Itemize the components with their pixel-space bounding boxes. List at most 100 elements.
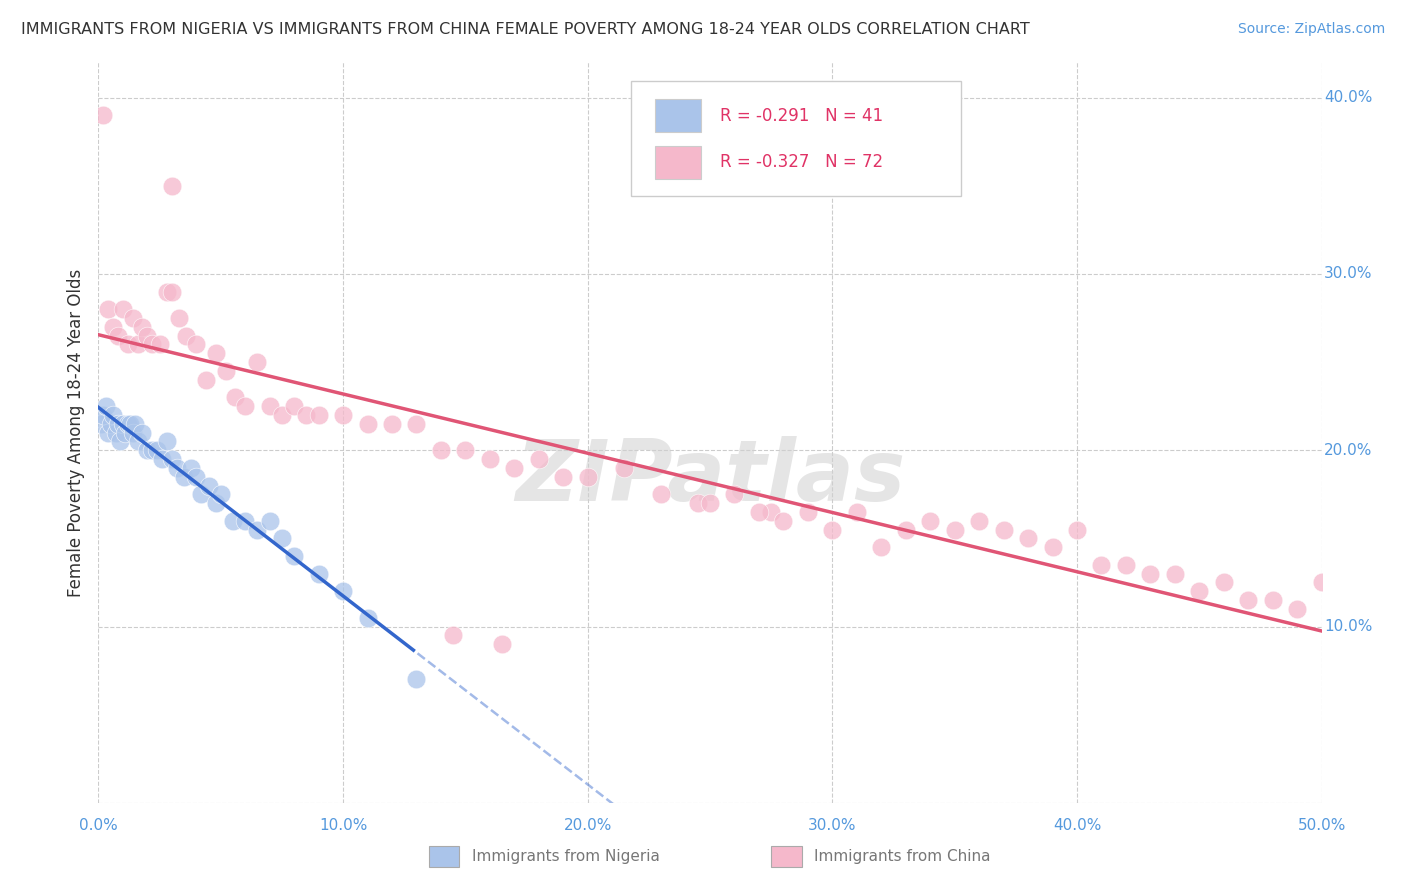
Point [190,487,212,501]
Bar [429,847,460,867]
Point [441,628,464,642]
Point [160,452,183,467]
Point [131,425,153,440]
Point [527,452,550,467]
Point [270,532,294,546]
Text: R = -0.327   N = 72: R = -0.327 N = 72 [720,153,883,171]
Point [120,417,142,431]
Point [124,417,146,431]
Point [94,399,117,413]
Text: 10.0%: 10.0% [319,818,367,832]
Point [176,328,198,343]
Point [107,417,129,431]
Point [1115,558,1137,572]
Point [454,443,477,458]
Point [195,373,218,387]
Point [381,417,404,431]
Text: Immigrants from China: Immigrants from China [814,849,990,864]
Point [186,337,208,351]
Point [150,452,173,467]
Point [993,523,1015,537]
Point [1261,593,1284,607]
Point [100,417,122,431]
Point [246,355,269,369]
Text: 40.0%: 40.0% [1324,90,1372,105]
Text: R = -0.291   N = 41: R = -0.291 N = 41 [720,107,883,125]
Point [332,408,354,422]
Point [943,523,966,537]
Point [259,399,281,413]
Point [205,496,228,510]
Text: Immigrants from Nigeria: Immigrants from Nigeria [471,849,659,864]
Point [405,417,427,431]
Point [270,408,294,422]
Bar [655,146,702,178]
Point [1066,523,1088,537]
Point [503,461,526,475]
Text: 30.0%: 30.0% [1324,267,1372,282]
Point [1017,532,1039,546]
Point [295,408,318,422]
Point [430,443,453,458]
Point [111,302,134,317]
Point [761,505,783,519]
Point [845,505,868,519]
Point [91,108,114,122]
Point [214,364,236,378]
Point [136,328,159,343]
Text: 50.0%: 50.0% [1298,818,1346,832]
FancyBboxPatch shape [630,81,960,195]
Point [91,408,114,422]
Point [491,637,513,651]
Point [121,425,143,440]
Point [650,487,672,501]
Bar [772,847,801,867]
Point [356,417,378,431]
Point [1286,602,1309,616]
Point [224,390,246,404]
Text: ZIPatlas: ZIPatlas [515,435,905,518]
Point [127,337,149,351]
Point [308,566,330,581]
Point [821,523,844,537]
Point [723,487,745,501]
Point [332,584,354,599]
Point [127,434,149,449]
Point [104,425,127,440]
Point [146,443,169,458]
Point [259,514,281,528]
Point [748,505,770,519]
Point [1188,584,1211,599]
Point [233,514,256,528]
Point [149,337,172,351]
Point [110,434,132,449]
Text: IMMIGRANTS FROM NIGERIA VS IMMIGRANTS FROM CHINA FEMALE POVERTY AMONG 18-24 YEAR: IMMIGRANTS FROM NIGERIA VS IMMIGRANTS FR… [21,22,1029,37]
Point [136,443,159,458]
Bar [655,99,702,132]
Text: 40.0%: 40.0% [1053,818,1101,832]
Point [101,319,124,334]
Point [160,178,183,193]
Point [894,523,917,537]
Point [686,496,709,510]
Point [166,461,188,475]
Point [205,346,228,360]
Point [553,469,575,483]
Point [121,311,143,326]
Point [197,478,219,492]
Point [173,469,195,483]
Point [283,399,305,413]
Point [107,328,129,343]
Text: 20.0%: 20.0% [1324,442,1372,458]
Point [111,417,134,431]
Point [1212,575,1234,590]
Point [186,469,208,483]
Text: 20.0%: 20.0% [564,818,612,832]
Point [180,461,202,475]
Point [772,514,794,528]
Point [156,285,179,299]
Point [1090,558,1112,572]
Y-axis label: Female Poverty Among 18-24 Year Olds: Female Poverty Among 18-24 Year Olds [66,268,84,597]
Point [967,514,990,528]
Point [1237,593,1260,607]
